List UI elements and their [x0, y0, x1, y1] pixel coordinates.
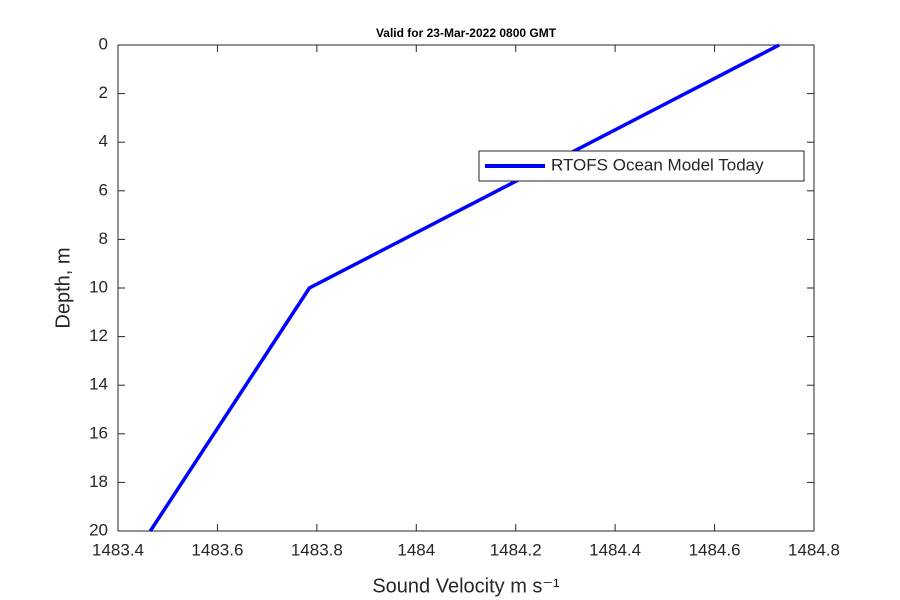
x-tick-label: 1484.4 — [589, 540, 641, 559]
x-tick-label: 1484.6 — [689, 540, 741, 559]
y-tick-label: 6 — [99, 180, 108, 199]
y-tick-label: 4 — [99, 132, 108, 151]
y-tick-label: 2 — [99, 83, 108, 102]
y-tick-label: 18 — [89, 472, 108, 491]
x-tick-label: 1484.8 — [788, 540, 840, 559]
x-tick-label: 1483.4 — [92, 540, 144, 559]
chart-title: Valid for 23-Mar-2022 0800 GMT — [376, 26, 557, 40]
x-tick-label: 1483.8 — [291, 540, 343, 559]
y-axis-label: Depth, m — [52, 247, 74, 328]
x-tick-label: 1484 — [397, 540, 435, 559]
data-line — [148, 43, 781, 532]
y-tick-label: 20 — [89, 520, 108, 539]
y-tick-label: 0 — [99, 34, 108, 53]
y-tick-label: 12 — [89, 326, 108, 345]
y-tick-label: 16 — [89, 423, 108, 442]
x-axis-label: Sound Velocity m s⁻¹ — [372, 575, 560, 597]
legend-label: RTOFS Ocean Model Today — [551, 155, 764, 174]
y-tick-label: 10 — [89, 277, 108, 296]
y-tick-label: 14 — [89, 375, 108, 394]
plot-area — [117, 44, 815, 532]
y-tick-label: 8 — [99, 229, 108, 248]
x-tick-label: 1483.6 — [191, 540, 243, 559]
x-tick-label: 1484.2 — [490, 540, 542, 559]
